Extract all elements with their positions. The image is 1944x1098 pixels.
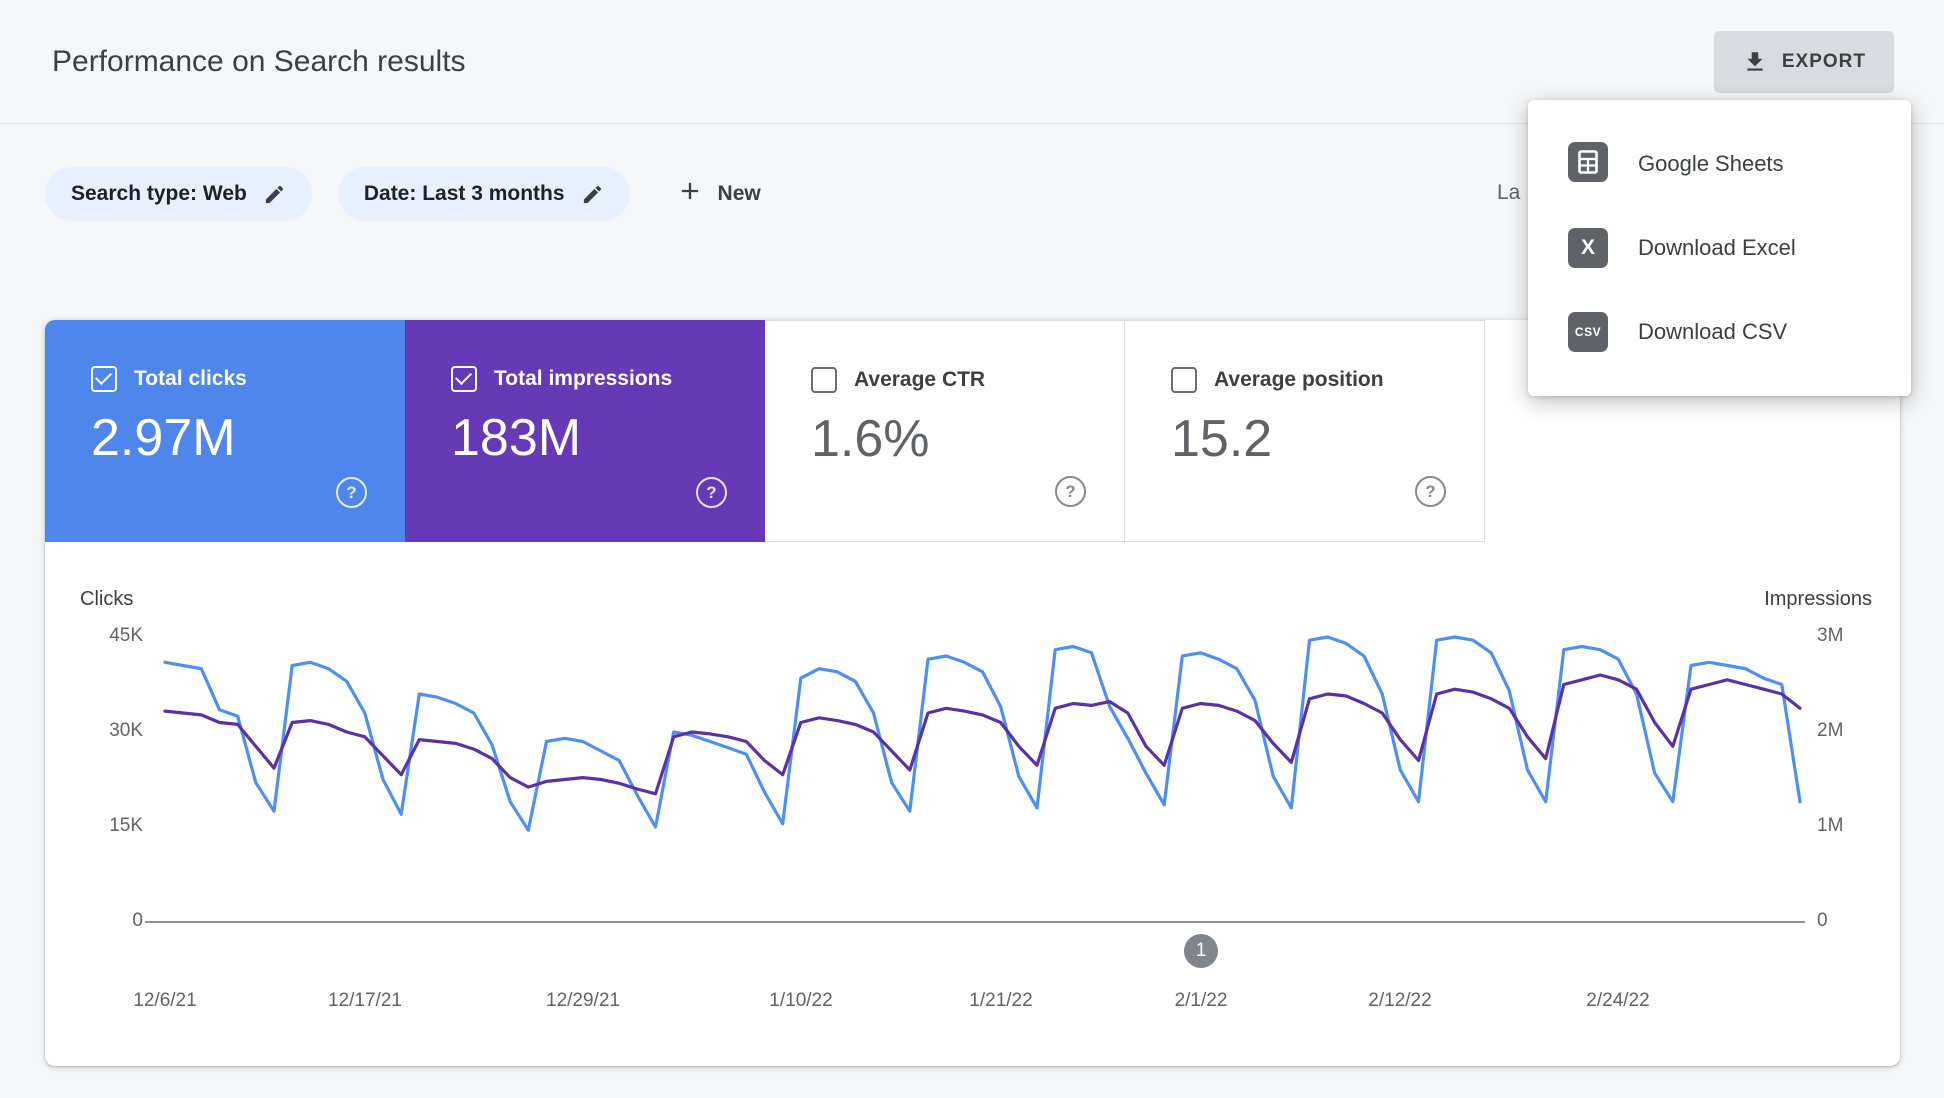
x-axis-date-label: 12/17/21 (328, 990, 402, 1011)
metric-value: 1.6% (811, 410, 930, 468)
new-filter-button[interactable]: New (670, 176, 767, 212)
metric-label: Average CTR (854, 368, 986, 391)
x-axis-date-label: 2/1/22 (1174, 990, 1228, 1011)
x-axis-baseline (145, 921, 1805, 923)
total-clicks-checkbox[interactable] (91, 366, 117, 392)
last-updated-text-partial: La (1497, 181, 1521, 204)
google-sheets-icon (1568, 141, 1608, 187)
date-range-chip[interactable]: Date: Last 3 months (337, 167, 630, 221)
menu-item-google-sheets[interactable]: Google Sheets (1528, 122, 1911, 206)
y-axis-tick-right: 3M (1817, 625, 1844, 646)
top-bar: Performance on Search results EXPORT (0, 0, 1944, 124)
metric-card-total-clicks[interactable]: Total clicks 2.97M ? (45, 320, 405, 542)
metric-card-total-impressions[interactable]: Total impressions 183M ? (405, 320, 765, 542)
help-icon[interactable]: ? (1415, 476, 1446, 507)
total-impressions-checkbox[interactable] (451, 366, 477, 392)
x-axis-date-label: 2/12/22 (1368, 990, 1432, 1011)
annotation-marker[interactable]: 1 (1184, 934, 1218, 968)
left-axis-title: Clicks (80, 588, 134, 610)
filter-bar: Search type: Web Date: Last 3 months New… (45, 167, 1944, 221)
right-axis-title: Impressions (1764, 588, 1872, 610)
download-icon (1742, 49, 1768, 75)
y-axis-tick-right: 0 (1817, 910, 1828, 931)
csv-icon: CSV (1568, 312, 1608, 352)
export-button-label: EXPORT (1781, 50, 1866, 72)
help-icon[interactable]: ? (696, 477, 727, 508)
average-ctr-checkbox[interactable] (811, 367, 837, 393)
performance-card: Total clicks 2.97M ? Total impressions 1… (45, 320, 1900, 1066)
edit-pencil-icon[interactable] (581, 183, 604, 206)
y-axis-tick-right: 1M (1817, 815, 1844, 836)
metric-value: 2.97M (91, 409, 236, 467)
excel-icon: X (1568, 228, 1608, 268)
help-icon[interactable]: ? (336, 477, 367, 508)
y-axis-tick-left: 15K (109, 815, 143, 836)
x-axis-date-label: 1/21/22 (969, 990, 1033, 1011)
search-type-chip[interactable]: Search type: Web (45, 167, 312, 221)
metric-label: Average position (1214, 368, 1384, 391)
y-axis-tick-left: 45K (109, 625, 143, 646)
export-dropdown-menu: Google Sheets X Download Excel CSV Downl… (1528, 100, 1911, 396)
menu-item-label: Download CSV (1638, 319, 1788, 344)
y-axis-tick-right: 2M (1817, 720, 1844, 741)
help-icon[interactable]: ? (1055, 476, 1086, 507)
page-title: Performance on Search results (52, 44, 466, 78)
export-button[interactable]: EXPORT (1713, 30, 1894, 93)
series-line-clicks (163, 635, 1802, 832)
metric-card-average-position[interactable]: Average position 15.2 ? (1125, 320, 1485, 542)
menu-item-download-excel[interactable]: X Download Excel (1528, 206, 1911, 290)
metric-value: 15.2 (1171, 410, 1273, 468)
metric-label: Total clicks (134, 367, 247, 390)
performance-chart: Clicks Impressions 45K 30K 15K 0 3M 2M 1M 0 12/6… (45, 542, 1900, 1066)
x-axis-date-label: 1/10/22 (769, 990, 833, 1011)
average-position-checkbox[interactable] (1171, 367, 1197, 393)
metric-card-average-ctr[interactable]: Average CTR 1.6% ? (765, 320, 1125, 542)
y-axis-tick-left: 30K (109, 720, 143, 741)
y-axis-tick-left: 0 (132, 910, 143, 931)
date-range-chip-label: Date: Last 3 months (363, 182, 565, 205)
metric-label: Total impressions (494, 367, 673, 390)
menu-item-label: Download Excel (1638, 235, 1796, 260)
menu-item-download-csv[interactable]: CSV Download CSV (1528, 290, 1911, 374)
new-filter-label: New (717, 182, 761, 205)
x-axis-date-label: 2/24/22 (1586, 990, 1650, 1011)
x-axis-date-label: 12/6/21 (133, 990, 197, 1011)
edit-pencil-icon[interactable] (263, 183, 286, 206)
metric-value: 183M (451, 409, 582, 467)
search-type-chip-label: Search type: Web (71, 182, 247, 205)
menu-item-label: Google Sheets (1638, 151, 1784, 176)
chart-lines-svg (163, 635, 1802, 832)
series-line-impressions (163, 673, 1802, 796)
x-axis-date-label: 12/29/21 (546, 990, 620, 1011)
metric-cards-row: Total clicks 2.97M ? Total impressions 1… (45, 320, 1900, 542)
plus-icon (676, 177, 704, 211)
